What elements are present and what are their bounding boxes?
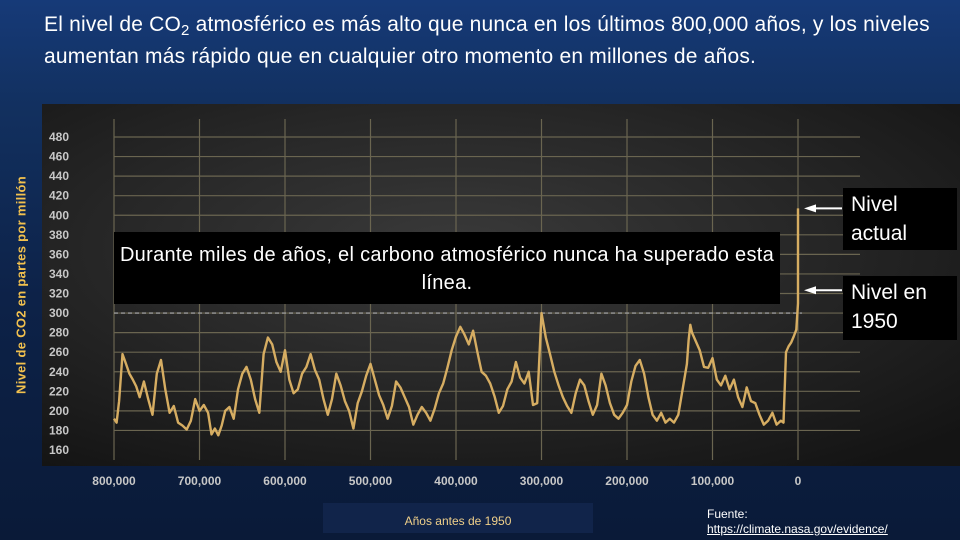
threshold-note: Durante miles de años, el carbono atmosf… — [114, 232, 780, 304]
co2-series-line — [113, 208, 800, 437]
y-axis-title: Nivel de CO2 en partes por millón — [13, 176, 29, 394]
y-axis-title-band: Nivel de CO2 en partes por millón — [0, 104, 42, 466]
y-tick-label: 300 — [49, 306, 69, 320]
source-credit: Fuente: https://climate.nasa.gov/evidenc… — [707, 507, 888, 537]
y-tick-label: 400 — [49, 208, 69, 222]
x-tick-label: 700,000 — [178, 474, 222, 488]
y-tick-label: 420 — [49, 189, 69, 203]
series-layer — [113, 208, 800, 437]
co2-chart: 480 460 440 420 400 380 360 340 320 300 280 260 240 2… — [42, 104, 960, 488]
x-tick-label: 600,000 — [263, 474, 307, 488]
y-tick-label: 340 — [49, 267, 69, 281]
y-tick-label: 180 — [49, 423, 69, 437]
y-tick-label: 320 — [49, 287, 69, 301]
arrowhead-current-level — [804, 204, 816, 213]
y-tick-label: 380 — [49, 228, 69, 242]
y-tick-label: 460 — [49, 150, 69, 164]
y-tick-label: 480 — [49, 130, 69, 144]
x-tick-label: 400,000 — [434, 474, 478, 488]
x-tick-label: 800,000 — [92, 474, 136, 488]
y-tick-label: 160 — [49, 443, 69, 457]
marker-layer — [804, 204, 842, 295]
callout-current-level: Nivel actual — [843, 188, 957, 250]
arrowhead-1950-level — [804, 286, 816, 295]
slide-title: El nivel de CO2 atmosférico es más alto … — [44, 13, 930, 68]
source-link[interactable]: https://climate.nasa.gov/evidence/ — [707, 522, 888, 536]
y-tick-label: 200 — [49, 404, 69, 418]
x-tick-labels: 800,000 700,000 600,000 500,000 400,000 300,0… — [92, 474, 801, 488]
x-tick-label: 100,000 — [691, 474, 735, 488]
source-label: Fuente: — [707, 507, 748, 521]
callout-1950-level: Nivel en 1950 — [843, 276, 957, 340]
y-tick-label: 280 — [49, 326, 69, 340]
x-tick-label: 500,000 — [349, 474, 393, 488]
y-tick-label: 220 — [49, 384, 69, 398]
y-tick-label: 260 — [49, 345, 69, 359]
y-tick-label: 240 — [49, 365, 69, 379]
x-tick-label: 300,000 — [520, 474, 564, 488]
x-axis-title: Años antes de 1950 — [323, 503, 593, 533]
x-tick-label: 0 — [795, 474, 802, 488]
x-tick-label: 200,000 — [605, 474, 649, 488]
y-tick-label: 440 — [49, 169, 69, 183]
y-tick-label: 360 — [49, 247, 69, 261]
y-tick-labels: 480 460 440 420 400 380 360 340 320 300 280 260 240 2… — [49, 130, 69, 457]
